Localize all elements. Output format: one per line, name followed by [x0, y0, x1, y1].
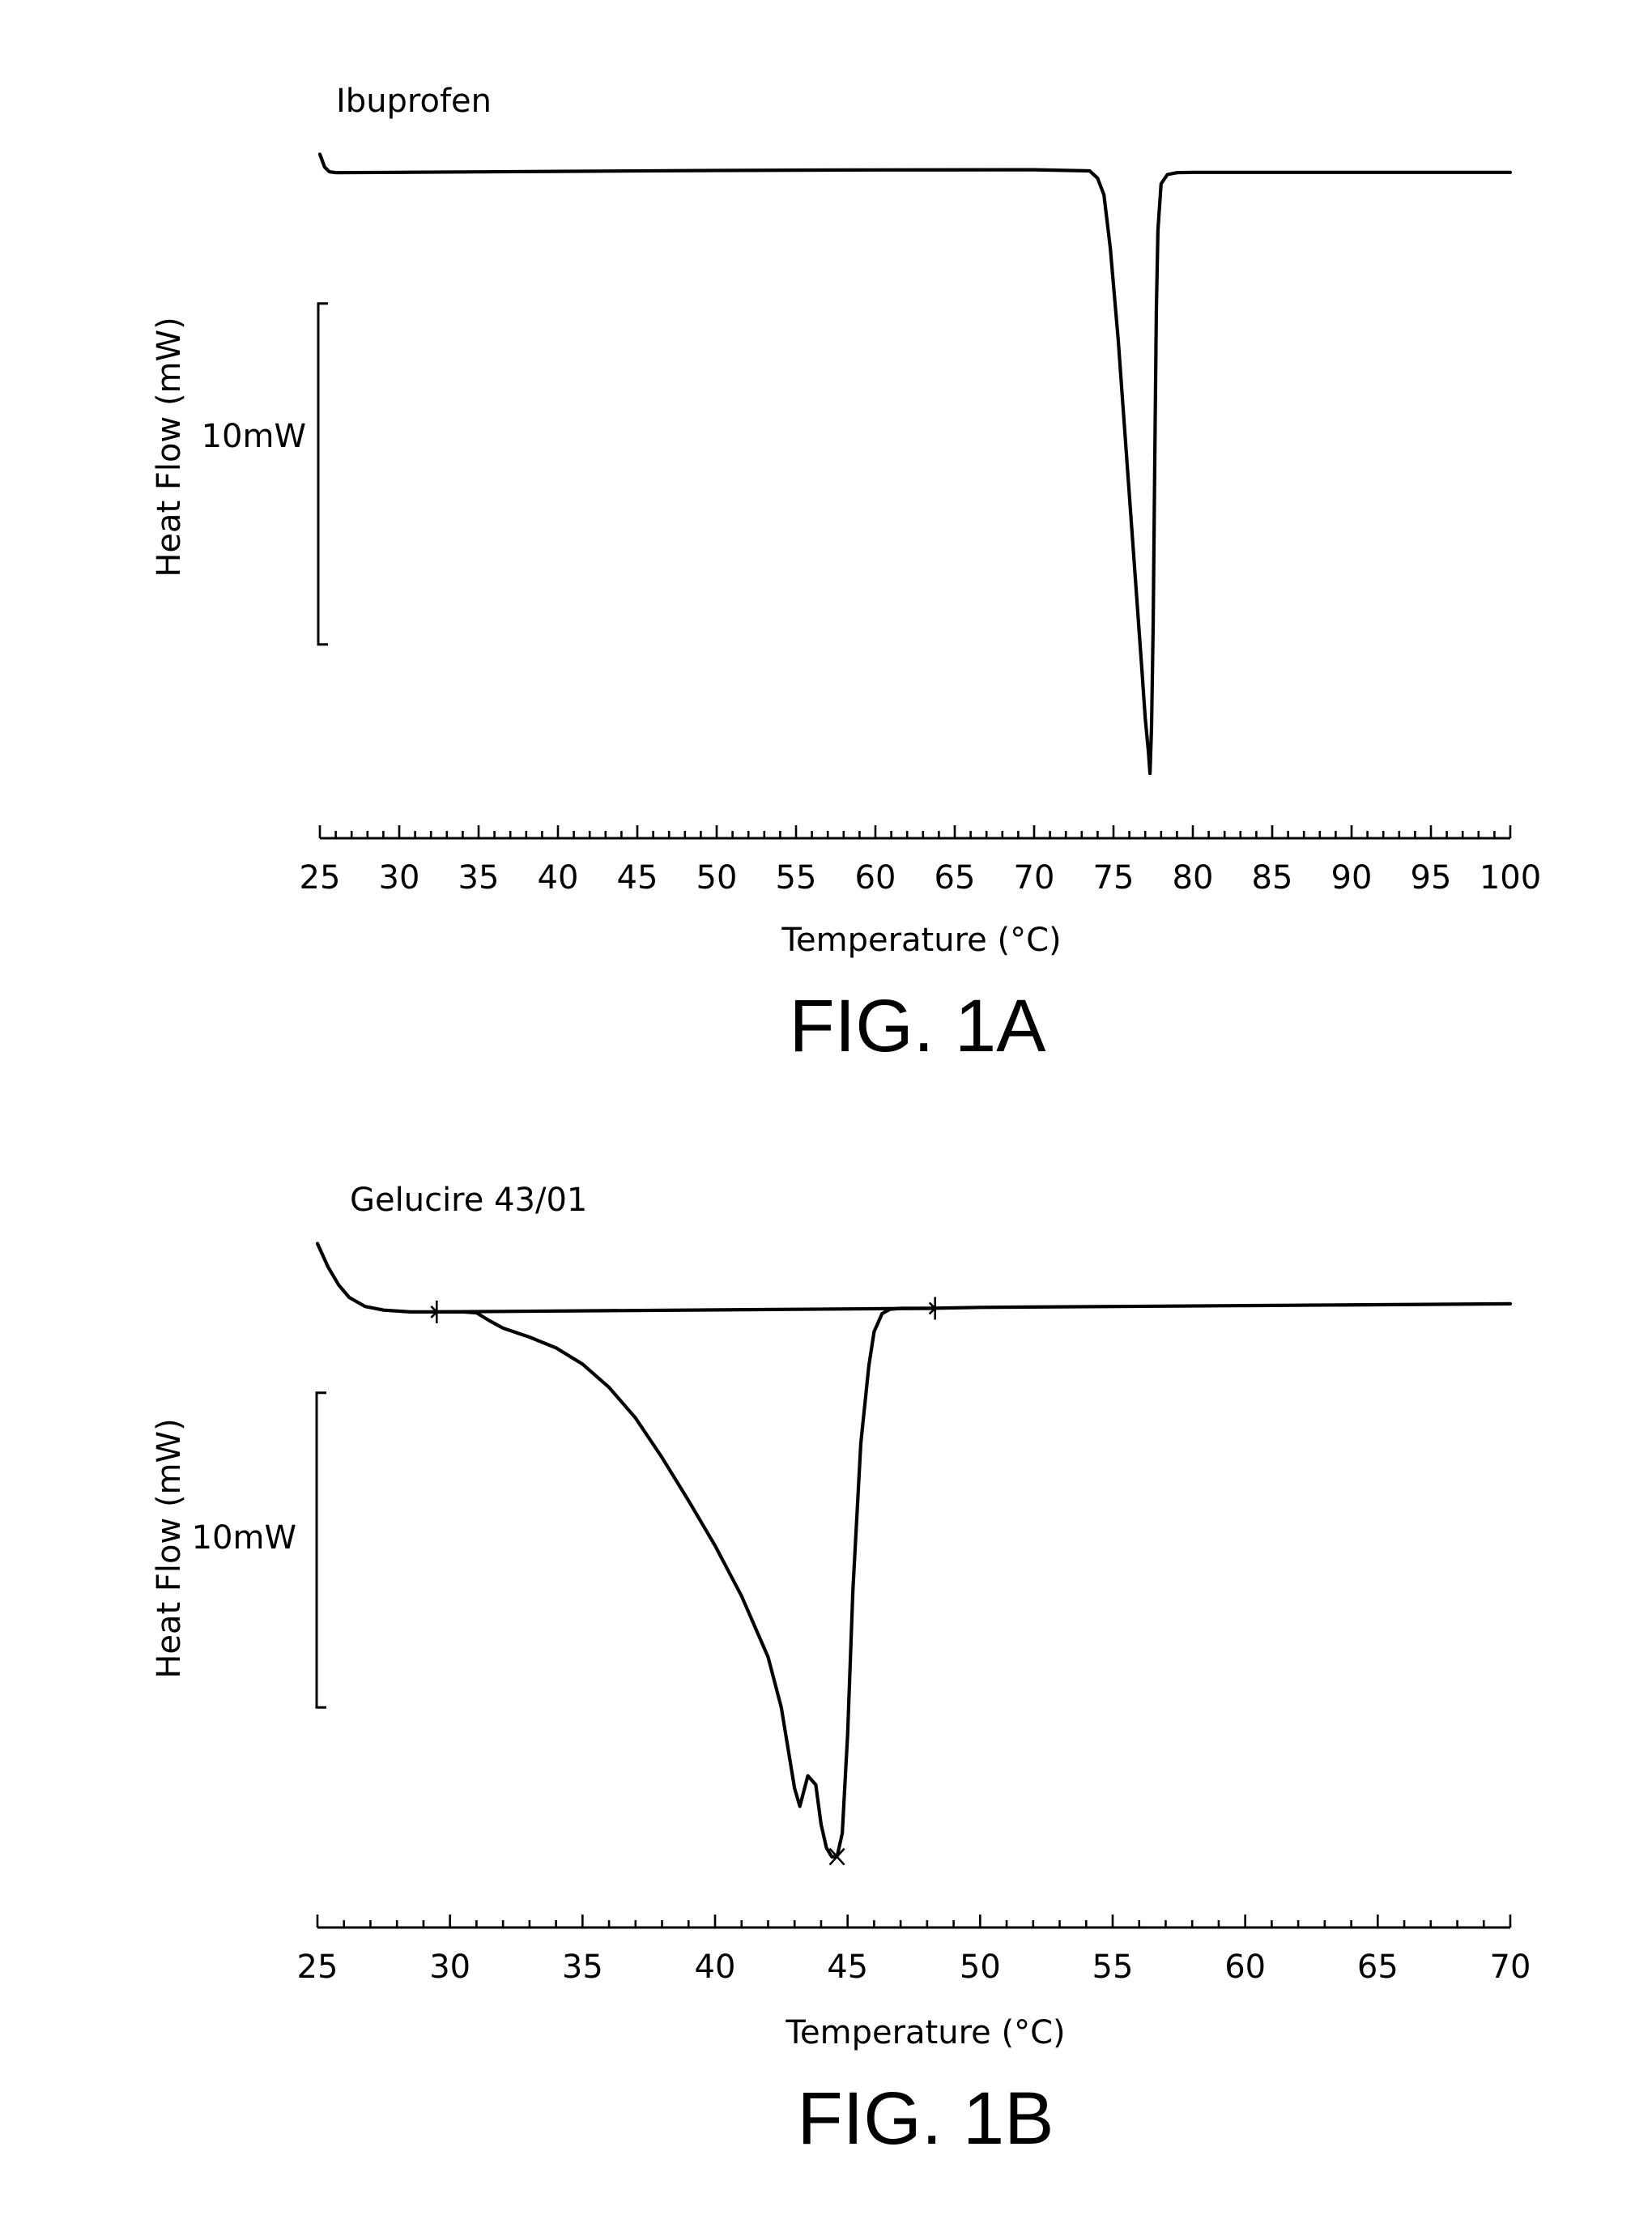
- x-tick-label: 35: [458, 859, 500, 897]
- figure-caption-1a: FIG. 1A: [790, 985, 1047, 1067]
- y-axis-label-1a: Heat Flow (mW): [151, 317, 188, 577]
- series-label-gelucire: Gelucire 43/01: [350, 1182, 587, 1219]
- x-tick-label: 90: [1331, 859, 1373, 897]
- x-axis-1a: 25 30 35 40 45 50 55 60 65 70 75 80 85 90 95 100: [300, 825, 1542, 897]
- figure-caption-1b: FIG. 1B: [798, 2077, 1054, 2160]
- x-tick-label: 25: [300, 859, 341, 897]
- x-tick-label: 55: [776, 859, 817, 897]
- series-line-gelucire: [317, 1244, 1510, 1857]
- scale-bar-label-1a: 10mW: [202, 418, 306, 455]
- x-tick-label: 60: [1224, 1949, 1266, 1986]
- x-tick-label: 65: [935, 859, 976, 897]
- x-tick-label: 40: [538, 859, 579, 897]
- series-label-ibuprofen: Ibuprofen: [336, 83, 492, 120]
- x-tick-label: 70: [1014, 859, 1055, 897]
- x-tick-label: 65: [1357, 1949, 1399, 1986]
- x-tick-label: 25: [297, 1949, 338, 1986]
- y-axis-label-1b: Heat Flow (mW): [151, 1418, 188, 1678]
- x-tick-label: 60: [855, 859, 896, 897]
- scale-bar-1b: [317, 1393, 326, 1708]
- x-axis-label-1b: Temperature (°C): [785, 2014, 1065, 2051]
- x-tick-label: 85: [1252, 859, 1293, 897]
- x-axis-label-1a: Temperature (°C): [781, 922, 1061, 959]
- x-axis-1b: 25 30 35 40 45 50 55 60 65 70: [297, 1915, 1531, 1986]
- scale-bar-1a: [318, 304, 328, 645]
- x-tick-label: 55: [1092, 1949, 1134, 1986]
- scale-bar-label-1b: 10mW: [192, 1519, 296, 1557]
- x-tick-label: 100: [1480, 859, 1541, 897]
- series-line-ibuprofen: [320, 155, 1510, 774]
- chart-panel-1a: Ibuprofen 10mW Heat Flow (mW) 25 30 35 40 45…: [151, 83, 1541, 1067]
- x-tick-label: 95: [1411, 859, 1452, 897]
- integration-limit-markers: [431, 1297, 935, 1323]
- integration-baseline: [436, 1308, 935, 1311]
- x-tick-label: 45: [617, 859, 658, 897]
- x-tick-label: 40: [695, 1949, 736, 1986]
- x-tick-label: 30: [429, 1949, 470, 1986]
- x-tick-label: 35: [562, 1949, 603, 1986]
- x-tick-label: 50: [960, 1949, 1001, 1986]
- x-tick-label: 80: [1173, 859, 1214, 897]
- chart-panel-1b: Gelucire 43/01 10mW Heat Flow (mW) 25 30 3…: [151, 1182, 1531, 2160]
- x-tick-label: 30: [379, 859, 420, 897]
- x-tick-label: 75: [1093, 859, 1135, 897]
- x-tick-label: 50: [696, 859, 738, 897]
- x-tick-label: 45: [827, 1949, 868, 1986]
- x-tick-label: 70: [1490, 1949, 1531, 1986]
